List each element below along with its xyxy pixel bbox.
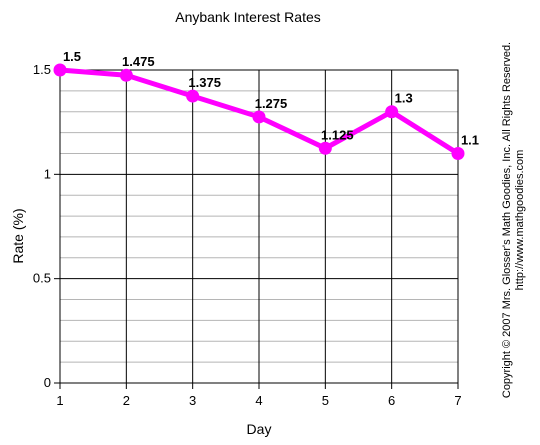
data-point [252, 110, 266, 124]
x-axis-label: Day [247, 421, 272, 437]
copyright-text: Copyright © 2007 Mrs. Glosser's Math Goo… [501, 42, 513, 398]
x-tick-label: 1 [56, 393, 63, 408]
data-point [385, 105, 399, 119]
data-label: 1.5 [63, 49, 81, 64]
y-tick-label: 0.5 [33, 271, 51, 286]
copyright-url: http://www.mathgoodies.com [514, 150, 526, 291]
data-point [451, 146, 465, 160]
data-label: 1.3 [395, 91, 413, 106]
data-point [53, 63, 67, 77]
data-label: 1.125 [321, 127, 354, 142]
x-axis-ticks: 1 2 3 4 5 6 7 [56, 383, 462, 408]
data-label: 1.1 [461, 132, 479, 147]
y-tick-label: 0 [44, 375, 51, 390]
x-tick-label: 6 [388, 393, 395, 408]
data-label: 1.475 [122, 54, 155, 69]
data-point [119, 68, 133, 82]
y-tick-label: 1 [44, 166, 51, 181]
y-tick-label: 1.5 [33, 62, 51, 77]
series-group: 1.5 1.475 1.375 1.275 1.125 1.3 1.1 [53, 49, 479, 160]
data-point [318, 141, 332, 155]
y-axis-label: Rate (%) [10, 208, 26, 263]
x-tick-label: 2 [123, 393, 130, 408]
data-label: 1.275 [255, 96, 288, 111]
x-tick-label: 3 [189, 393, 196, 408]
chart-title: Anybank Interest Rates [175, 9, 321, 25]
data-label: 1.375 [188, 75, 221, 90]
x-tick-label: 7 [454, 393, 461, 408]
x-tick-label: 5 [322, 393, 329, 408]
y-axis-ticks: 0 0.5 1 1.5 [33, 62, 60, 390]
x-tick-label: 4 [255, 393, 262, 408]
data-point [186, 89, 200, 103]
